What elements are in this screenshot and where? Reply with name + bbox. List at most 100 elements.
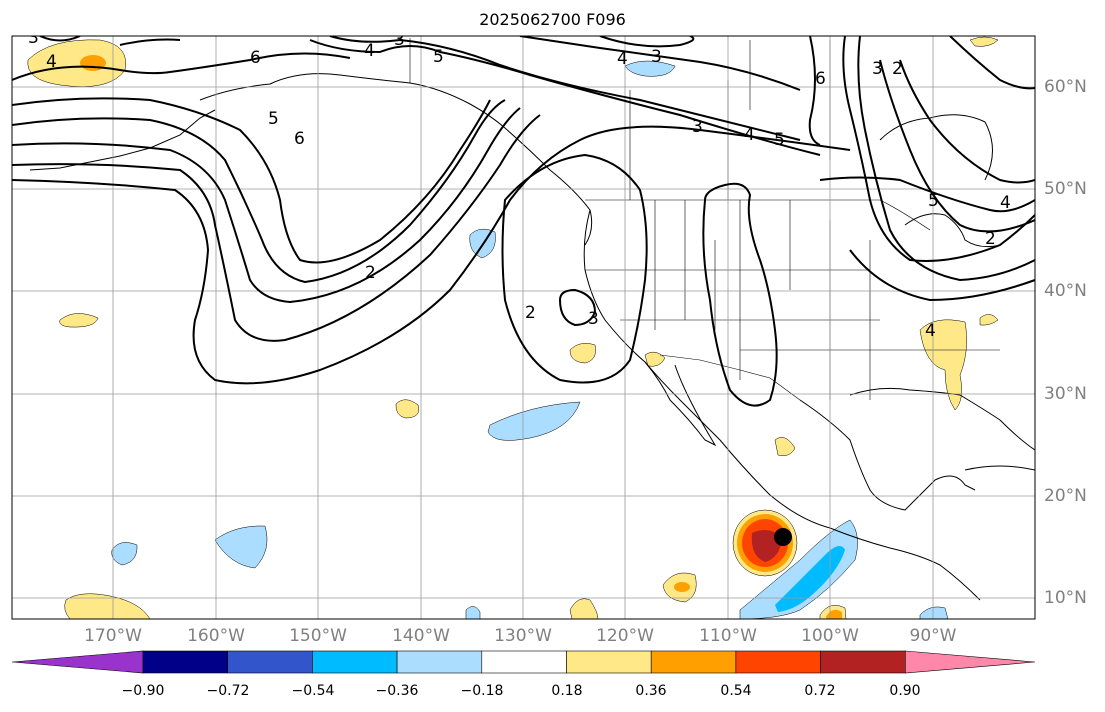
great-lakes [904,213,1001,248]
positive-anomaly-region [64,593,151,619]
contours [12,36,1035,407]
colorbar-tick-label: −0.54 [291,683,335,699]
colorbar-segment [735,650,821,674]
contour-label: 2 [985,229,996,249]
positive-anomaly-region [395,399,419,419]
lat-tick-label: 50°N [1044,179,1087,199]
contour-line [501,153,648,384]
contour-line [849,249,1035,302]
cuba [964,465,1035,471]
contour-line [857,36,1035,282]
negative-anomaly-region [624,60,676,77]
contour-label: 3 [394,30,405,50]
colorbar-extend-high [904,650,1036,674]
positive-anomaly-region [979,314,999,326]
lat-tick-label: 20°N [1044,486,1087,506]
lat-tick-label: 30°N [1044,384,1087,404]
lon-tick-label: 130°W [494,626,552,646]
contour-line [702,182,778,407]
contour-line [879,59,1035,233]
us-canada-border [585,199,931,231]
lon-tick-label: 150°W [289,626,347,646]
positive-anomaly-region [569,343,596,364]
storm-center-marker [774,528,792,546]
contour-label: 3 [28,28,39,48]
contour-label: 5 [433,47,444,67]
positive-anomaly-region [644,351,666,367]
hudson-bay [879,114,993,181]
contour-label: 3 [588,309,599,329]
colorbar-tick-label: 0.90 [889,683,921,699]
contour-line [12,52,351,81]
lon-tick-label: 100°W [801,626,859,646]
alaska-coast [199,73,593,246]
colorbar-tick-label: 0.72 [804,683,836,699]
contour-label: 2 [892,59,903,79]
contour-line [519,36,801,91]
aleutian-chain [29,109,216,171]
contour-line [12,114,541,342]
contour-line [12,125,851,385]
colorbar-segment [566,650,652,674]
colorbar-tick-label: 0.18 [551,683,583,699]
lon-tick-label: 90°W [909,626,957,646]
lon-tick-label: 170°W [84,626,142,646]
contour-line [119,38,181,46]
contour-line [12,99,506,284]
colorbar-segment [650,650,737,674]
contour-line [949,36,1035,90]
lon-tick-label: 110°W [699,626,757,646]
graticule [12,36,1035,619]
colorbar-tick-label: −0.72 [206,683,250,699]
contour-line [12,97,491,264]
colorbar-tick-label: −0.18 [460,683,504,699]
negative-anomaly-region [465,606,481,619]
negative-anomaly-region [739,519,858,619]
contour-line [842,36,1035,262]
colorbar-tick-label: −0.90 [121,683,165,699]
anomaly-fills [27,36,999,619]
colorbar-segment [312,650,398,674]
contour-label: 3 [872,59,883,79]
contour-label: 2 [525,303,536,323]
colorbar-segment [227,650,313,674]
negative-anomaly-region [214,525,268,569]
positive-anomaly-core [674,582,690,592]
positive-anomaly-region [969,36,999,47]
gulf-coast [799,399,976,511]
contour-label: 6 [250,48,261,68]
contour-labels: 4 6 5 4 3 4 3 6 3 2 5 4 3 5 6 2 2 3 4 5 [28,28,1011,341]
lat-tick-label: 60°N [1044,77,1087,97]
contour-line [39,36,81,42]
contour-label: 5 [268,109,279,129]
negative-anomaly-region [487,401,581,441]
lat-tick-label: 10°N [1044,588,1087,608]
contour-label: 4 [46,52,57,72]
contour-line [899,59,1035,184]
contour-label: 3 [692,117,703,137]
negative-anomaly-core [775,546,845,612]
mexico-border [659,354,801,401]
contour-line [329,36,801,141]
contour-line [808,36,821,146]
contour-label: 4 [1000,193,1011,213]
map-area: 4 6 5 4 3 4 3 6 3 2 5 4 3 5 6 2 2 3 4 5 [12,28,1035,619]
colorbar-tick-label: 0.36 [635,683,667,699]
west-coast [583,209,981,601]
lon-tick-label: 120°W [596,626,654,646]
colorbar-segment [481,650,567,674]
colorbar-tick-label: 0.54 [720,683,752,699]
lon-tick-label: 160°W [187,626,245,646]
contour-label: 4 [744,125,755,145]
contour-label: 6 [294,129,305,149]
positive-anomaly-region [59,313,99,328]
colorbar-segment [142,650,228,674]
contour-line [12,107,521,304]
contour-line [599,36,695,48]
positive-anomaly-region [774,437,796,456]
colorbar-segment [396,650,483,674]
gulf-of-mexico-north [849,387,1035,451]
baja-peninsula [644,361,717,447]
